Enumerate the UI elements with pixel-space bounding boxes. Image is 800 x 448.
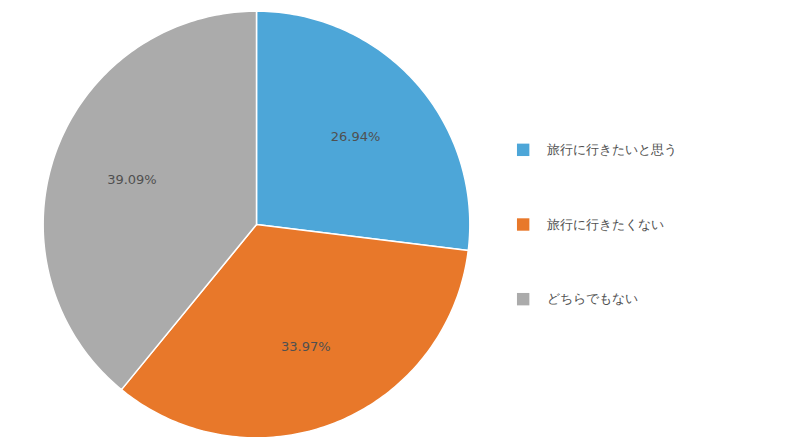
svg-text:26.94%: 26.94% — [331, 129, 381, 144]
svg-text:33.97%: 33.97% — [281, 339, 331, 354]
svg-text:どちらでもない: どちらでもない — [547, 291, 638, 306]
svg-text:旅行に行きたくない: 旅行に行きたくない — [547, 217, 664, 232]
svg-text:旅行に行きたいと思う: 旅行に行きたいと思う — [547, 142, 677, 157]
svg-text:39.09%: 39.09% — [107, 172, 157, 187]
